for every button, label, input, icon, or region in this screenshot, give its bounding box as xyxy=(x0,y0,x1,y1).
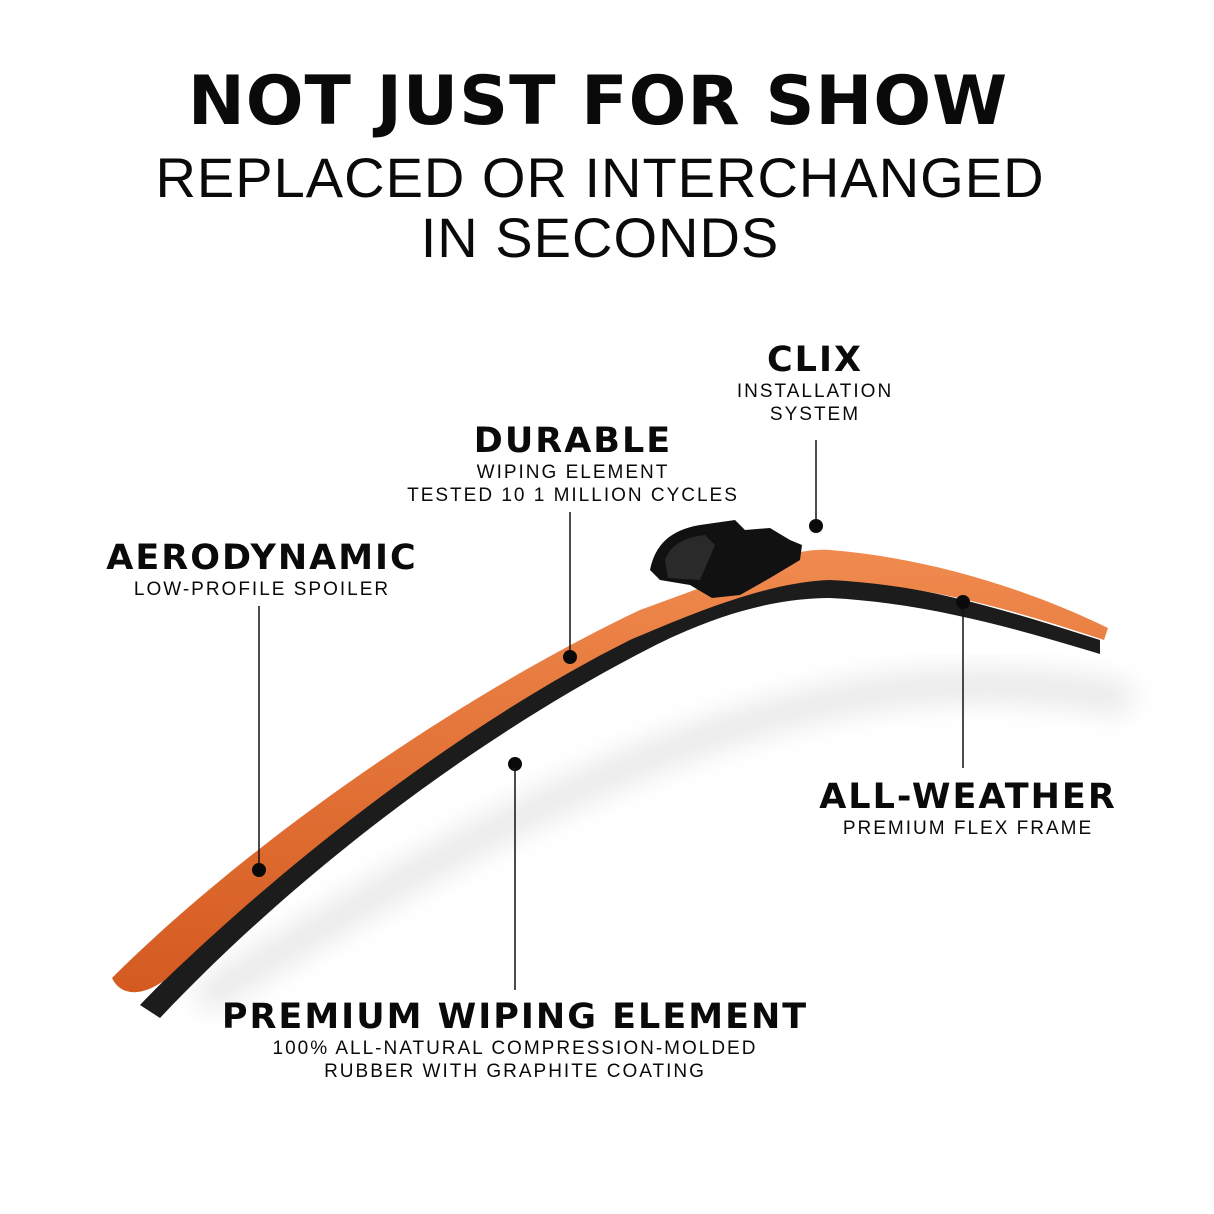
callout-title: CLIX xyxy=(766,340,863,380)
premium-dot xyxy=(508,757,522,771)
callout-text: INSTALLATION xyxy=(736,381,894,402)
callout-text: PREMIUM FLEX FRAME xyxy=(842,818,1094,839)
callout-title: ALL-WEATHER xyxy=(819,777,1117,817)
callout-all-weather: ALL-WEATHER PREMIUM FLEX FRAME xyxy=(819,777,1117,840)
durable-dot xyxy=(563,650,577,664)
subtitle-line: REPLACED OR INTERCHANGED xyxy=(155,146,1045,209)
headline-title: NOT JUST FOR SHOW xyxy=(187,62,1009,141)
callout-text: TESTED 10 1 MILLION CYCLES xyxy=(407,485,739,506)
callout-title: DURABLE xyxy=(473,421,673,461)
callout-text: 100% ALL-NATURAL COMPRESSION-MOLDED xyxy=(272,1038,758,1059)
callout-text: WIPING ELEMENT xyxy=(476,462,670,483)
flex-frame xyxy=(112,549,1108,993)
subtitle-line: IN SECONDS xyxy=(420,206,780,269)
clix-adapter xyxy=(650,520,802,598)
callout-clix: CLIX INSTALLATION SYSTEM xyxy=(737,340,893,426)
aerodynamic-dot xyxy=(252,863,266,877)
rubber-element xyxy=(140,577,1100,1018)
callout-title: AERODYNAMIC xyxy=(106,538,418,578)
callout-durable: DURABLE WIPING ELEMENT TESTED 10 1 MILLI… xyxy=(407,421,739,507)
blade-shadow xyxy=(192,670,1133,1013)
headline-subtitle: REPLACED OR INTERCHANGED IN SECONDS xyxy=(155,148,1044,268)
callout-premium-wiping-element: PREMIUM WIPING ELEMENT 100% ALL-NATURAL … xyxy=(222,997,808,1083)
callout-text: LOW-PROFILE SPOILER xyxy=(133,579,391,600)
callout-text: SYSTEM xyxy=(769,404,861,425)
callout-title: PREMIUM WIPING ELEMENT xyxy=(221,997,809,1037)
callout-text: RUBBER WITH GRAPHITE COATING xyxy=(324,1061,706,1082)
callout-aerodynamic: AERODYNAMIC LOW-PROFILE SPOILER xyxy=(106,538,417,601)
all-weather-dot xyxy=(956,595,970,609)
clix-dot xyxy=(809,519,823,533)
leader-lines xyxy=(258,440,964,990)
